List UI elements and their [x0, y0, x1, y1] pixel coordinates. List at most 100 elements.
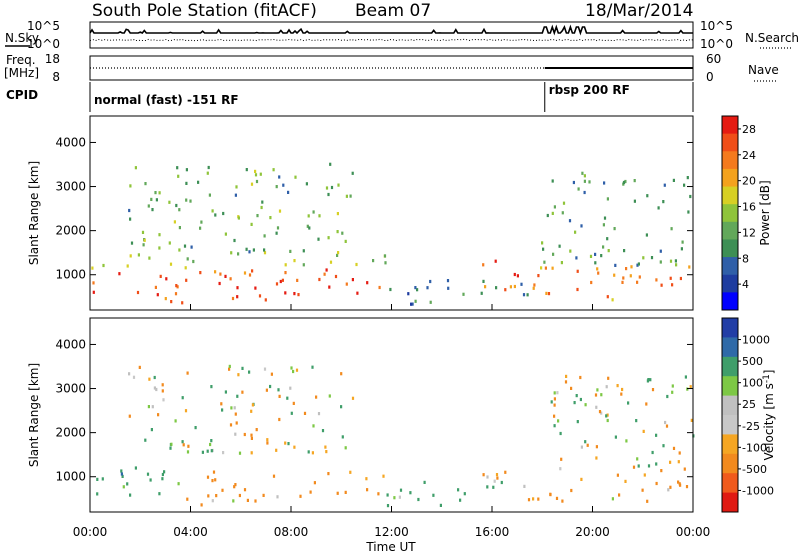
station-title: South Pole Station (fitACF)	[92, 1, 317, 21]
x-tick-label: 04:00	[173, 525, 208, 539]
scatter-cell-2	[129, 184, 132, 188]
scatter-cell-2	[327, 192, 330, 197]
scatter-cell-0	[118, 272, 121, 276]
scatter-cell-0	[275, 282, 279, 286]
scatter-cell-3	[480, 291, 483, 295]
scatter-cell-2	[176, 166, 179, 170]
scatter-cell-1	[337, 251, 340, 255]
scatter-cell-5	[629, 274, 632, 278]
scatter-cell-2	[132, 375, 136, 379]
scatter-cell-6	[633, 179, 636, 183]
time-axis-ticks: 00:00 04:00 08:00 12:00 16:00 20:00 00:00	[73, 525, 711, 539]
scatter-cell-6	[674, 259, 677, 263]
scatter-cell-1	[349, 470, 352, 474]
scatter-cell-6	[675, 263, 678, 267]
scatter-cell-5	[614, 435, 617, 439]
scatter-cell-2	[151, 405, 154, 409]
scatter-cell-5	[689, 385, 692, 389]
scatter-cell-4	[616, 473, 619, 477]
scatter-cell-1	[129, 254, 132, 258]
scatter-cell-6	[562, 201, 566, 205]
scatter-cell-2	[210, 449, 213, 453]
colorbar-tick-label: 12	[742, 226, 756, 239]
noise-bottom-tick-right: 10^0	[700, 37, 733, 51]
scatter-cell-4	[580, 477, 583, 481]
colorbar-segment	[722, 415, 738, 435]
scatter-cell-3	[409, 491, 412, 495]
scatter-cell-2	[138, 365, 141, 369]
scatter-cell-2	[158, 233, 161, 237]
scatter-cell-5	[671, 390, 674, 394]
scatter-cell-2	[178, 208, 181, 212]
scatter-cell-2	[318, 214, 321, 218]
scatter-cell-2	[228, 364, 231, 368]
scatter-cell-0	[156, 293, 159, 297]
y-tick-label: 3000	[55, 382, 86, 396]
colorbar-tick-label: 8	[742, 252, 749, 265]
scatter-cell-3	[407, 292, 410, 296]
scatter-cell-5	[565, 374, 568, 378]
scatter-cell-0	[296, 278, 299, 282]
noise-panel-frame	[89, 21, 694, 49]
scatter-cell-3	[386, 504, 390, 508]
scatter-cell-2	[256, 214, 259, 218]
cpid-mode-rbsp: rbsp 200 RF	[549, 83, 630, 97]
velocity-colorbar: 1000 500 100 25 -25 -100 -500 -1000	[721, 317, 774, 513]
scatter-cell-6	[614, 263, 617, 267]
scatter-cell-2	[206, 449, 209, 453]
scatter-cell-0	[176, 285, 179, 289]
scatter-cell-1	[232, 499, 235, 503]
power-scatter-cells	[91, 162, 692, 306]
scatter-cell-2	[289, 386, 292, 390]
scatter-cell-2	[184, 409, 188, 413]
scatter-cell-0	[161, 477, 164, 481]
scatter-cell-4	[667, 488, 670, 492]
scatter-cell-2	[255, 179, 259, 184]
scatter-cell-2	[248, 370, 251, 374]
scatter-cell-0	[258, 294, 262, 298]
scatter-cell-0	[136, 290, 140, 295]
scatter-cell-1	[272, 474, 276, 478]
scatter-cell-2	[250, 433, 253, 437]
scatter-cell-1	[211, 499, 214, 503]
scatter-cell-2	[344, 239, 347, 243]
scatter-cell-5	[690, 418, 693, 422]
scatter-cell-2	[155, 198, 158, 202]
scatter-cell-2	[308, 226, 311, 230]
scatter-cell-2	[147, 204, 150, 208]
scatter-cell-2	[157, 413, 160, 417]
scatter-cell-2	[312, 424, 315, 428]
velocity-panel: 1000 2000 3000 4000 Slant Range [km] 1000 50…	[27, 317, 776, 513]
scatter-cell-6	[613, 227, 616, 231]
x-tick-label: 00:00	[676, 525, 711, 539]
colorbar-tick-label: 25	[742, 398, 756, 411]
scatter-cell-1	[237, 252, 240, 256]
scatter-cell-0	[325, 268, 328, 272]
scatter-cell-1	[221, 488, 224, 492]
scatter-cell-2	[292, 369, 295, 374]
scatter-cell-5	[686, 387, 689, 391]
scatter-cell-4	[678, 482, 681, 486]
scatter-cell-2	[278, 417, 281, 422]
colorbar-frame	[721, 115, 739, 311]
scatter-cell-3	[446, 279, 450, 283]
scatter-cell-2	[265, 388, 268, 392]
colorbar-segment	[722, 168, 738, 188]
scatter-cell-1	[243, 488, 247, 492]
scatter-cell-1	[299, 494, 302, 498]
scatter-cell-1	[309, 490, 312, 494]
scatter-cell-4	[660, 469, 663, 473]
scatter-cell-2	[224, 390, 227, 394]
scatter-cell-3	[411, 302, 414, 306]
scatter-cell-4	[549, 493, 552, 497]
scatter-cell-2	[153, 386, 156, 390]
scatter-cell-3	[492, 485, 495, 489]
scatter-cell-4	[611, 497, 614, 501]
scatter-cell-0	[161, 472, 164, 477]
scatter-cell-2	[263, 234, 266, 238]
scatter-cell-0	[219, 272, 222, 276]
scatter-cell-5	[669, 276, 672, 280]
scatter-cell-5	[660, 283, 663, 287]
scatter-cell-2	[237, 373, 240, 377]
